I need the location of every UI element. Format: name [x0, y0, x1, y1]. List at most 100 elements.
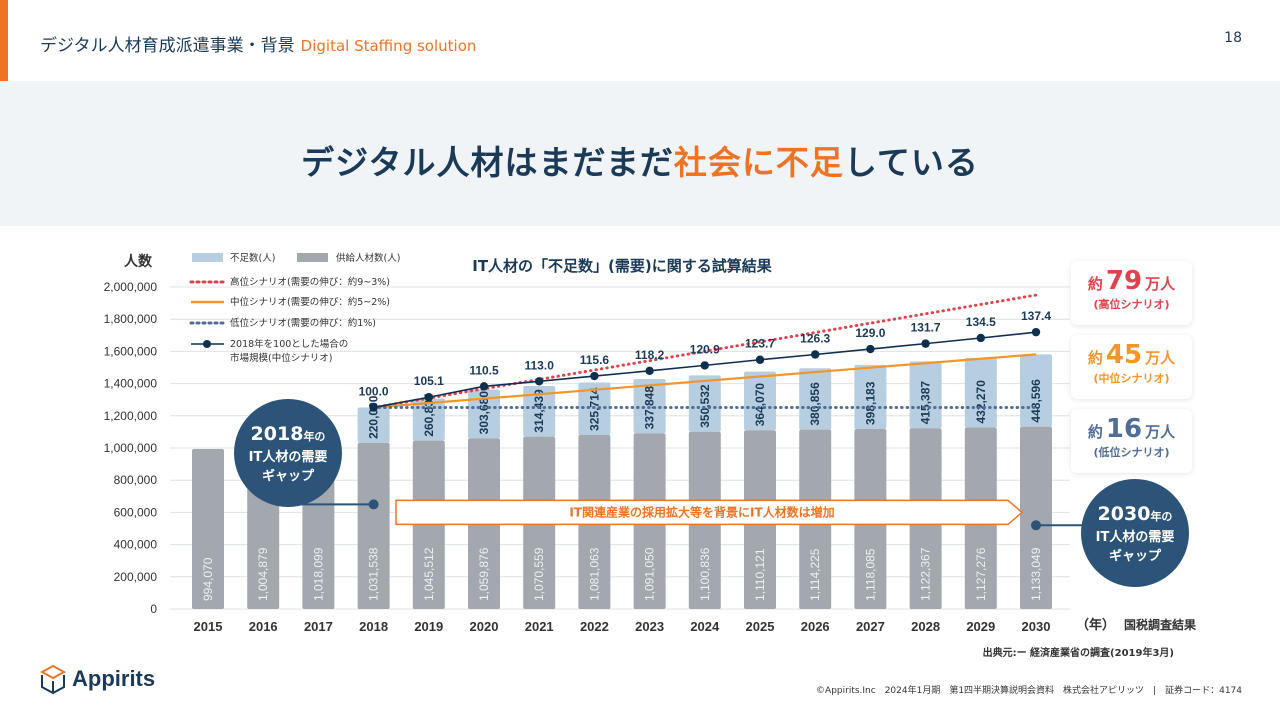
- index-point-label: 123.7: [745, 337, 775, 351]
- index-point: [479, 382, 489, 391]
- header-accent-bar: [0, 0, 8, 81]
- bar-shortage: [744, 371, 776, 431]
- bar-shortage-label: 398,183: [863, 381, 877, 425]
- index-point-label: 126.3: [800, 332, 830, 346]
- shortage-chart: 0 200,000 400,000 600,000 800,000 1,000,000 1,…: [104, 252, 1196, 634]
- index-point: [921, 339, 930, 348]
- bar-shortage: [412, 398, 445, 441]
- x-tick-label: 2024: [690, 619, 720, 634]
- bar-supply-label: 1,059,876: [477, 547, 491, 601]
- callout-2018-dot: [368, 499, 379, 510]
- bar-shortage-label: 380,856: [808, 382, 822, 426]
- y-tick-label: 2,000,000: [104, 280, 158, 294]
- bar-shortage: [909, 361, 942, 429]
- index-point: [1031, 327, 1041, 337]
- index-point-label: 129.0: [855, 326, 885, 340]
- callout-2030-dot: [1031, 520, 1041, 531]
- bar-supply-label: 1,114,225: [808, 548, 822, 601]
- x-tick-label: 2019: [414, 619, 443, 634]
- scenario-mid-number: 45: [1105, 340, 1143, 370]
- growth-arrow-shape: [395, 499, 1024, 526]
- bar-shortage: [468, 389, 500, 439]
- x-tick-label: 2023: [635, 619, 664, 634]
- scenario-mid-label: (中位シナリオ): [1093, 372, 1170, 385]
- scenario-card-high: 約 79 万人 (高位シナリオ): [1071, 261, 1192, 325]
- scenario-low-prefix: 約: [1087, 423, 1103, 441]
- y-tick-label: 1,800,000: [104, 312, 158, 326]
- index-point-label: 134.5: [966, 315, 996, 329]
- bar-shortage: [799, 368, 832, 430]
- callout-2018-line1: IT人材の需要: [248, 450, 328, 465]
- line-mid-scenario: [373, 353, 1037, 409]
- headline-highlight: 社会に不足: [673, 143, 844, 182]
- header-title-jp: デジタル人材育成派遣事業・背景: [40, 36, 295, 56]
- scenario-low-unit: 万人: [1145, 423, 1176, 441]
- legend-index-line2: 市場規模(中位シナリオ): [230, 352, 332, 364]
- x-tick-label: 2027: [856, 619, 885, 634]
- callout-2018-line2: ギャップ: [261, 469, 314, 484]
- index-point: [535, 377, 544, 386]
- x-tick-label: 2030: [1022, 619, 1051, 634]
- bar-supply-label: 1,091,050: [643, 547, 657, 601]
- y-tick-label: 0: [150, 602, 157, 616]
- source-note: 出典元:ー 経済産業省の調査(2019年3月): [982, 648, 1174, 659]
- x-tick-label: 2026: [801, 619, 830, 634]
- legend-low: 低位シナリオ(需要の伸び：約1%): [230, 317, 376, 329]
- bar-shortage-label: 432,270: [974, 380, 988, 424]
- bar-supply: [1020, 426, 1052, 609]
- index-point: [755, 355, 765, 364]
- bar-shortage: [357, 407, 390, 443]
- bar-shortage-label: 415,387: [919, 381, 933, 425]
- bar-shortage-label: 325,714: [587, 387, 601, 431]
- company-logo: Appirits: [40, 664, 155, 694]
- index-point: [700, 361, 709, 370]
- bar-supply-label: 1,110,121: [753, 548, 767, 601]
- x-tick-label: 2017: [304, 619, 333, 634]
- y-tick-label: 1,600,000: [104, 344, 158, 358]
- x-tick-label: 2015: [194, 619, 223, 634]
- y-tick-label: 1,000,000: [104, 441, 158, 455]
- x-tick-label: 2016: [249, 619, 278, 634]
- bar-supply-label: 1,133,049: [1029, 547, 1043, 601]
- x-tick-label: 2028: [911, 619, 940, 634]
- bar-shortage: [688, 375, 721, 432]
- scenario-high-number: 79: [1105, 266, 1143, 296]
- callout-2018-year: 2018: [250, 423, 304, 445]
- bar-supply-label: 1,122,367: [919, 547, 933, 601]
- bar-shortage: [854, 364, 887, 429]
- legend-supply: 供給人材数(人): [336, 252, 400, 264]
- index-point-label: 115.6: [580, 353, 610, 367]
- callout-2030-line2: ギャップ: [1108, 549, 1161, 564]
- x-tick-label: 2020: [470, 619, 499, 634]
- index-point: [590, 371, 599, 381]
- scenario-high-label: (高位シナリオ): [1093, 298, 1170, 311]
- legend-swatch-supply: [297, 253, 328, 262]
- headline-part1: デジタル人材はまだまだ: [301, 143, 674, 182]
- index-point: [369, 403, 378, 412]
- legend-index-marker: [203, 340, 211, 348]
- bar-shortage-label: 350,532: [698, 384, 712, 428]
- y-axis-ticks: 0 200,000 400,000 600,000 800,000 1,000,000 1,…: [104, 280, 158, 616]
- index-point: [424, 393, 433, 402]
- page-number: 18: [1224, 30, 1242, 46]
- headline: デジタル人材はまだまだ社会に不足している: [0, 136, 1280, 184]
- bar-supply-label: 1,100,836: [698, 547, 712, 601]
- bar-supply: [357, 442, 390, 609]
- bar-shortage: [964, 357, 997, 428]
- y-tick-label: 800,000: [114, 473, 158, 487]
- legend-swatch-shortage: [192, 253, 223, 262]
- scenario-low-number: 16: [1105, 414, 1143, 444]
- index-point-label: 110.5: [469, 363, 499, 377]
- bar-supply-label: 1,045,512: [422, 547, 436, 601]
- index-point-label: 113.0: [525, 358, 555, 372]
- legend: 不足数(人) 供給人材数(人) 高位シナリオ(需要の伸び：約9~3%) 中位シナ…: [189, 252, 400, 364]
- callout-2030-year: 2030: [1097, 503, 1151, 525]
- y-tick-label: 200,000: [114, 570, 158, 584]
- scenario-high-unit: 万人: [1145, 275, 1176, 293]
- bar-supply-label: 1,118,085: [863, 548, 877, 601]
- index-point: [866, 344, 875, 354]
- bar-supply-label: 1,018,099: [311, 547, 325, 601]
- bar-shortage-label: 448,596: [1029, 379, 1043, 423]
- chart-title: IT人材の「不足数」(需要)に関する試算結果: [472, 257, 773, 275]
- index-point-label: 137.4: [1021, 309, 1051, 323]
